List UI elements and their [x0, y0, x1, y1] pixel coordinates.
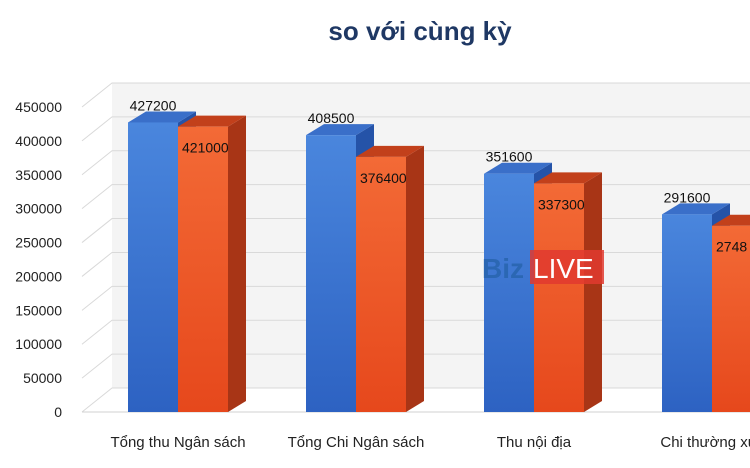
bar-front-0-3	[662, 214, 712, 412]
bar-front-1-0	[178, 126, 228, 413]
gridline-8	[81, 116, 750, 142]
bar-front-0-1	[306, 135, 356, 412]
bar-top-1-2	[534, 172, 602, 184]
bar-side-1-1	[406, 145, 424, 412]
y-tick-label-9: 450000	[15, 99, 62, 115]
bar-1-1	[356, 145, 424, 412]
category-label-3: Chi thường xuy	[660, 434, 750, 451]
data-label-1-2: 337300	[538, 196, 585, 212]
bar-top-0-1	[306, 124, 374, 136]
data-label-1-3: 2748	[716, 239, 747, 255]
gridline-7	[81, 150, 750, 176]
y-tick-label-1: 50000	[23, 370, 62, 386]
data-label-0-1: 408500	[308, 110, 355, 126]
bar-1-2	[534, 172, 602, 412]
y-tick-label-4: 200000	[15, 268, 62, 284]
watermark-live-box	[530, 250, 604, 284]
y-tick-label-3: 150000	[15, 302, 62, 318]
bar-1-0	[178, 115, 246, 413]
y-tick-label-2: 100000	[15, 336, 62, 352]
data-label-1-0: 421000	[182, 140, 229, 156]
bar-top-0-3	[662, 203, 730, 215]
y-tick-label-5: 250000	[15, 235, 62, 251]
bar-front-0-2	[484, 173, 534, 412]
bar-side-1-0	[228, 115, 246, 413]
bar-front-1-3	[712, 225, 750, 412]
category-labels: Tổng thu Ngân sách Tổng Chi Ngân sách Thu …	[110, 434, 750, 451]
bar-side-1-2	[584, 172, 602, 412]
bars	[128, 111, 750, 413]
bar-front-1-2	[534, 183, 584, 412]
bar-top-0-0	[128, 111, 196, 123]
data-label-0-3: 291600	[664, 189, 711, 205]
bar-top-1-0	[178, 115, 246, 127]
data-labels: 427200 421000 408500 376400 351600 337300 2916…	[130, 97, 748, 254]
bar-front-1-1	[356, 156, 406, 412]
watermark-live-text: LIVE	[533, 253, 594, 284]
bar-top-1-1	[356, 145, 424, 157]
bizlive-watermark: Biz LIVE	[482, 250, 604, 284]
category-label-1: Tổng Chi Ngân sách	[288, 434, 425, 451]
y-tick-label-6: 300000	[15, 201, 62, 217]
y-tick-label-7: 350000	[15, 167, 62, 183]
category-label-0: Tổng thu Ngân sách	[110, 434, 245, 451]
data-label-1-1: 376400	[360, 170, 407, 186]
data-label-0-2: 351600	[486, 149, 533, 165]
bar-front-0-0	[128, 122, 178, 412]
watermark-biz-text: Biz	[482, 253, 524, 284]
chart-title-line2: so với cùng kỳ	[328, 16, 512, 46]
category-label-2: Thu nội địa	[497, 434, 572, 451]
gridline-9	[81, 82, 750, 108]
data-label-0-0: 427200	[130, 97, 177, 113]
y-tick-label-0: 0	[54, 404, 62, 420]
y-tick-label-8: 400000	[15, 133, 62, 149]
y-axis-ticks: 0 50000 100000 150000 200000 250000 300000 3500…	[15, 99, 62, 420]
bar-top-0-2	[484, 162, 552, 174]
bar-top-1-3	[712, 214, 750, 226]
bar-1-3	[712, 214, 750, 412]
